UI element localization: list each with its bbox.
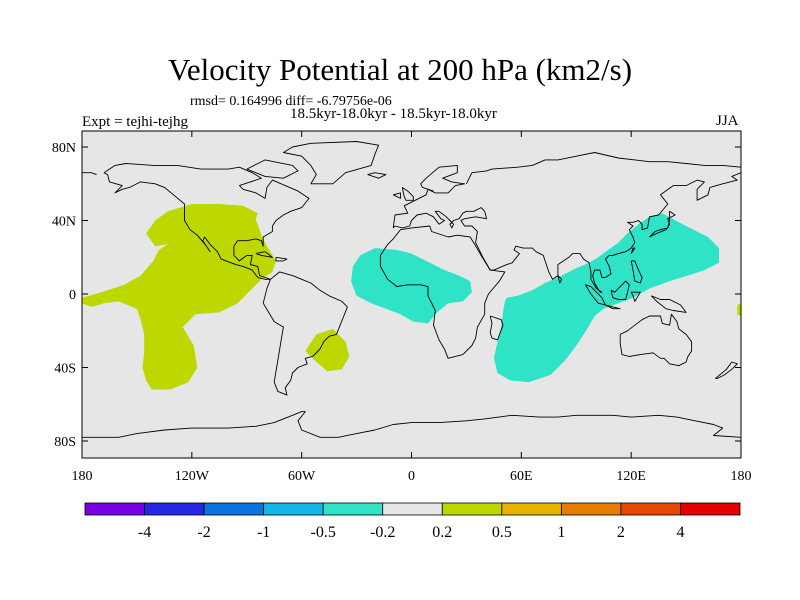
coastline-segment	[82, 411, 741, 438]
colorbar-label: -0.2	[370, 524, 395, 541]
atlantic-africa-negative-region	[351, 248, 472, 324]
colorbar: -4 -2 -1 -0.5 -0.2 0.2 0.5 1 2 4	[84, 502, 741, 541]
coastline-segment	[393, 192, 401, 199]
y-tick-label: 40N	[52, 215, 76, 230]
coastline-segment	[650, 295, 687, 313]
coastline-segment	[605, 304, 621, 310]
period-label: 18.5kyr-18.0kyr - 18.5kyr-18.0kyr	[290, 106, 497, 122]
colorbar-swatch	[84, 502, 145, 516]
experiment-label: Expt = tejhi-tejhg	[82, 114, 188, 130]
y-tick-label: 0	[69, 288, 76, 303]
colorbar-swatch	[144, 502, 205, 516]
south-america-positive-region	[305, 328, 350, 372]
y-tick-label: 40S	[54, 362, 76, 377]
coastlines	[82, 141, 741, 438]
x-tick-label: 0	[408, 469, 415, 484]
colorbar-swatch	[263, 502, 324, 516]
coastline-segment	[275, 256, 288, 262]
coastline-segment	[557, 275, 563, 284]
colorbar-swatch	[441, 502, 503, 516]
colorbar-label: 1	[557, 524, 565, 541]
colorbar-label: -2	[197, 524, 210, 541]
coastline-segment	[246, 159, 299, 179]
coastline-segment	[367, 172, 387, 179]
coastline-segment	[255, 251, 273, 258]
pacific-positive-region	[82, 213, 276, 390]
coastline-segment	[630, 291, 641, 302]
colorbar-swatch	[680, 502, 741, 516]
colorbar-swatch	[501, 502, 562, 516]
axis-ticks: 80N 40N 0 40S 80S 180 120W 60W 0 60E 120E 180	[52, 131, 752, 484]
colorbar-label: 0.5	[492, 524, 512, 541]
x-tick-label: 180	[731, 469, 752, 484]
coastline-segment	[392, 164, 466, 228]
anomaly-regions	[82, 204, 741, 390]
x-tick-label: 120E	[616, 469, 646, 484]
coastline-segment	[379, 225, 506, 359]
coastline-segment	[465, 152, 741, 184]
season-label: JJA	[716, 113, 739, 129]
coastline-segment	[401, 187, 414, 201]
map-title: Velocity Potential at 200 hPa (km2/s)	[167, 52, 633, 87]
dateline-positive-region	[737, 303, 741, 316]
colorbar-label: -1	[257, 524, 270, 541]
y-tick-label: 80N	[52, 141, 76, 156]
coastline-segment	[630, 247, 636, 254]
coastline-segment	[489, 315, 504, 341]
colorbar-swatch	[203, 502, 265, 516]
colorbar-label: -4	[138, 524, 151, 541]
coastline-segment	[619, 313, 693, 367]
colorbar-label: 2	[617, 524, 625, 541]
colorbar-swatch	[382, 502, 443, 516]
coastline-segment	[392, 172, 741, 293]
colorbar-swatch	[620, 502, 681, 516]
colorbar-label: 4	[676, 524, 684, 541]
pacific-positive-north-region	[146, 204, 258, 247]
x-tick-label: 60W	[288, 469, 316, 484]
x-tick-label: 120W	[175, 469, 210, 484]
coastline-segment	[610, 280, 630, 300]
colorbar-swatch	[560, 502, 622, 516]
stats-label: rmsd= 0.164996 diff= -6.79756e-06	[190, 94, 392, 109]
coastline-segment	[630, 260, 643, 284]
coastline-segment	[715, 361, 738, 379]
coastline-segment	[103, 163, 310, 280]
coastline-segment	[649, 210, 676, 238]
colorbar-swatch	[322, 502, 384, 516]
colorbar-label: -0.5	[311, 524, 336, 541]
x-tick-label: 180	[72, 469, 93, 484]
x-tick-label: 60E	[510, 469, 533, 484]
coastline-segment	[282, 141, 380, 185]
colorbar-label: 0.2	[432, 524, 452, 541]
coastline-segment	[262, 271, 348, 396]
y-tick-label: 80S	[54, 435, 76, 450]
coastline-segment	[82, 172, 97, 176]
indian-ocean-negative-region	[493, 213, 719, 383]
